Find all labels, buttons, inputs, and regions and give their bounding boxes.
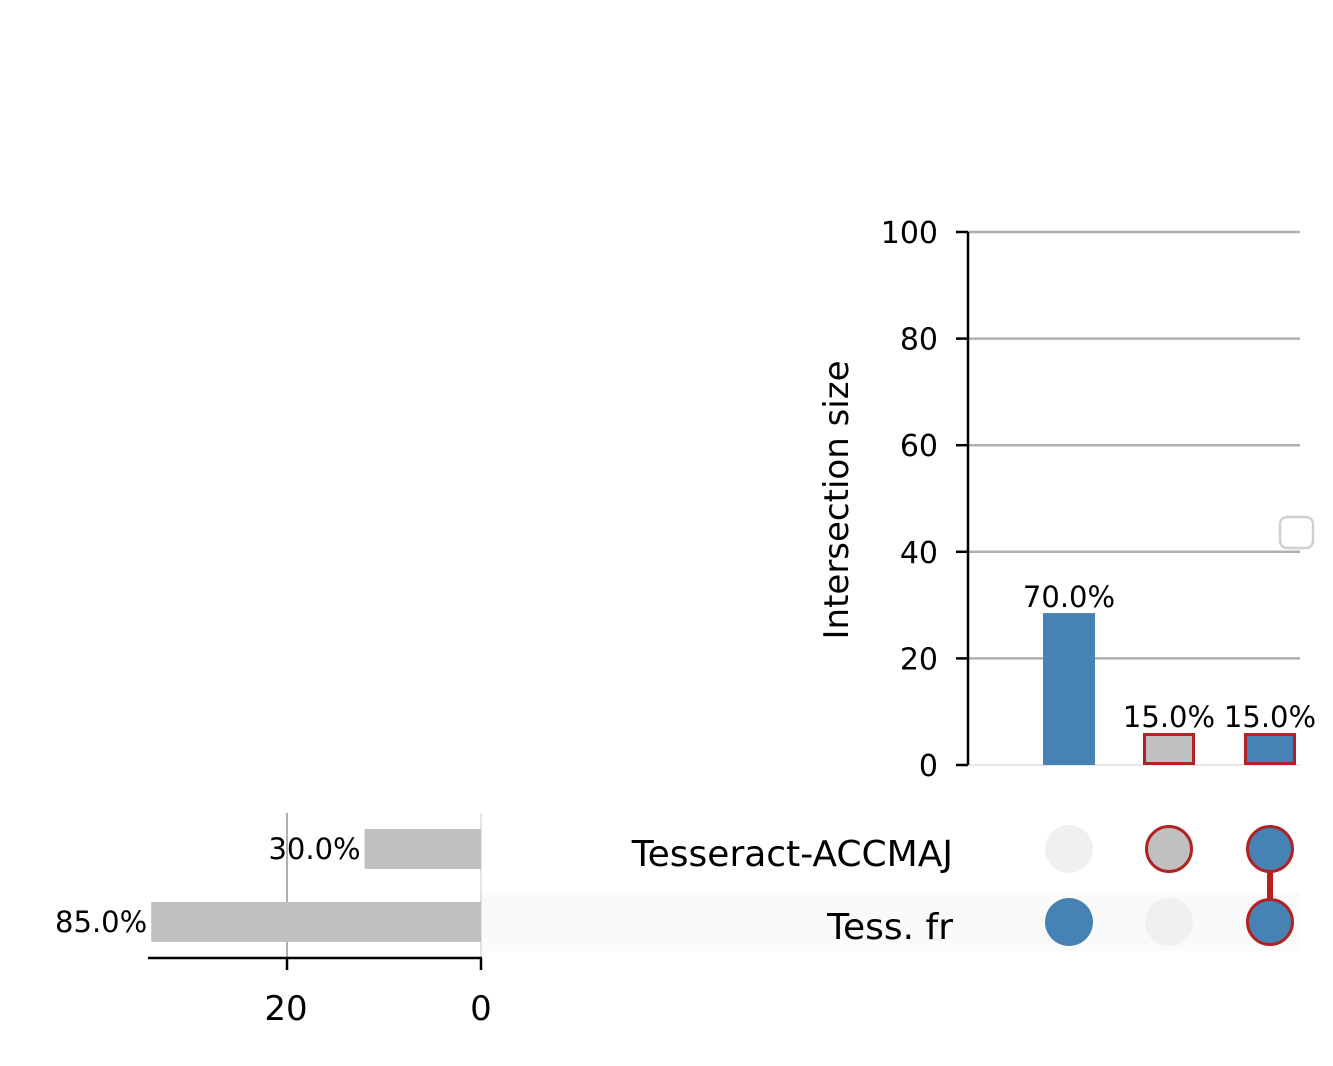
y-tick-label-80: 80 bbox=[900, 323, 938, 358]
intersection-bar-labels: 70.0% 15.0% 15.0% bbox=[1023, 580, 1316, 734]
set-name-tesseract-accmaj: Tesseract-ACCMAJ bbox=[631, 834, 953, 875]
intersection-bar-label-2: 15.0% bbox=[1123, 700, 1215, 734]
matrix-dot-c1-r1 bbox=[1045, 825, 1093, 873]
set-size-bar-2 bbox=[151, 902, 481, 942]
y-tick-label-20: 20 bbox=[900, 642, 938, 677]
set-size-label-2: 85.0% bbox=[55, 905, 147, 939]
intersection-bar-label-3: 15.0% bbox=[1224, 700, 1316, 734]
intersection-bar-label-1: 70.0% bbox=[1023, 580, 1115, 614]
matrix-dot-c3-r2 bbox=[1246, 898, 1294, 946]
intersection-matrix bbox=[1045, 825, 1294, 946]
intersection-bar-1 bbox=[1043, 613, 1095, 765]
y-tick-label-40: 40 bbox=[900, 536, 938, 571]
intersection-bar-3 bbox=[1244, 733, 1296, 766]
y-ticks: 0 20 40 60 80 100 bbox=[881, 216, 968, 784]
set-size-xtick-label-0: 0 bbox=[470, 989, 492, 1029]
intersection-bar-2 bbox=[1143, 733, 1195, 766]
legend-box bbox=[1278, 515, 1315, 550]
matrix-dot-c2-r2 bbox=[1145, 898, 1193, 946]
set-size-label-1: 30.0% bbox=[268, 832, 360, 866]
y-grid bbox=[968, 230, 1300, 766]
y-tick-label-0: 0 bbox=[919, 749, 938, 784]
matrix-dot-c2-r1 bbox=[1145, 825, 1193, 873]
y-axis-label: Intersection size bbox=[817, 361, 857, 640]
set-size-xtick-label-20: 20 bbox=[264, 989, 307, 1029]
intersection-bars bbox=[1043, 613, 1296, 766]
set-name-tess-fr: Tess. fr bbox=[826, 907, 953, 948]
matrix-dot-c3-r1 bbox=[1246, 825, 1294, 873]
y-tick-label-60: 60 bbox=[900, 429, 938, 464]
y-tick-label-100: 100 bbox=[881, 216, 938, 251]
set-size-bar-1 bbox=[364, 829, 481, 869]
matrix-dot-c1-r2 bbox=[1045, 898, 1093, 946]
set-size-bars: 30.0% 85.0% bbox=[55, 829, 481, 942]
